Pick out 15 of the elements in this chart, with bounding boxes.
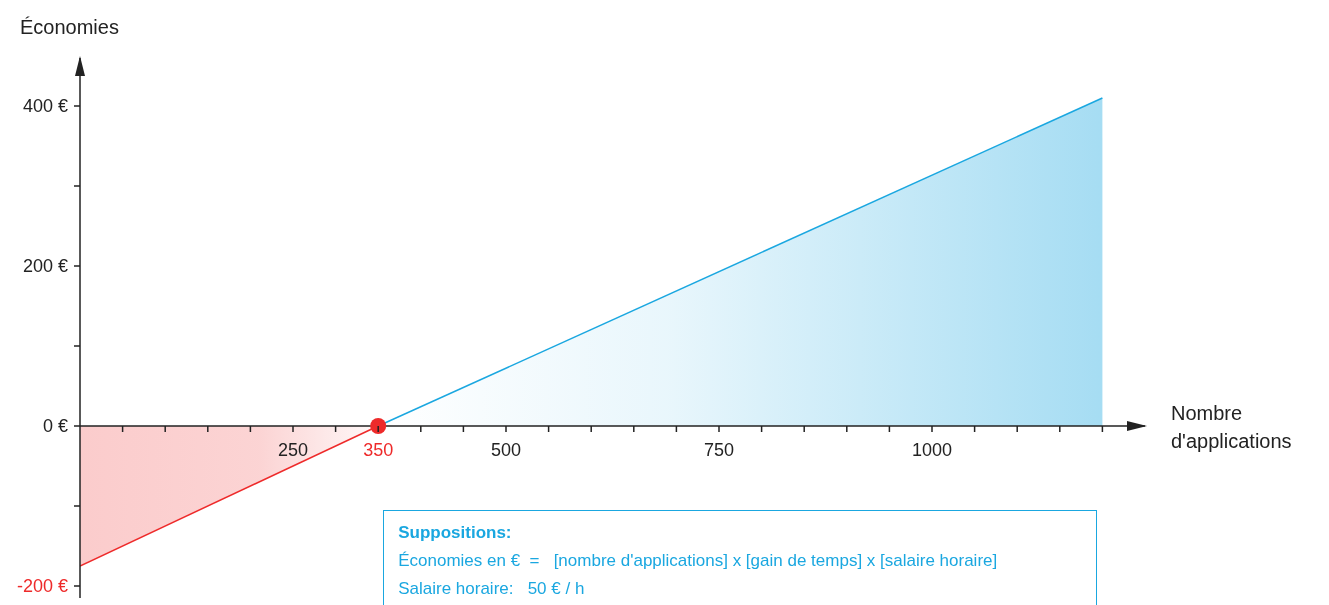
x-tick-label: 750 xyxy=(703,440,735,460)
annotation: Salaire horaire: 50 € / h xyxy=(398,578,586,600)
y-tick-label: 0 € xyxy=(42,416,68,436)
x-axis-title: Nombre d'applications xyxy=(1171,402,1292,452)
x-tick-label: 1000 xyxy=(911,440,953,460)
x-tick-label: 500 xyxy=(490,440,522,460)
x-tick-label: 250 xyxy=(277,440,309,460)
x-tick-label: 350 xyxy=(363,440,394,460)
annotation: Économies en € = [nombre d'applications] x [gain de temps] x [salaire horaire] xyxy=(398,550,999,572)
y-tick-label: 400 € xyxy=(22,96,68,116)
y-tick-label: 200 € xyxy=(22,256,68,276)
note-box: Suppositions: Économies en € = [nombre d'applications] x [gain de temps] x [salaire horaire] Salaire horaire: 50 € / h xyxy=(383,510,1098,605)
annotation: Suppositions: xyxy=(398,522,513,544)
y-tick-label: -200 € xyxy=(16,576,68,596)
y-axis-title: Économies xyxy=(20,16,119,38)
